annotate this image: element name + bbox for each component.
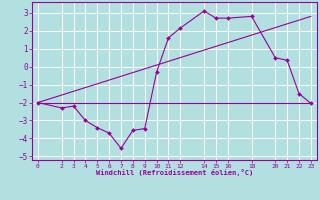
X-axis label: Windchill (Refroidissement éolien,°C): Windchill (Refroidissement éolien,°C) [96, 169, 253, 176]
